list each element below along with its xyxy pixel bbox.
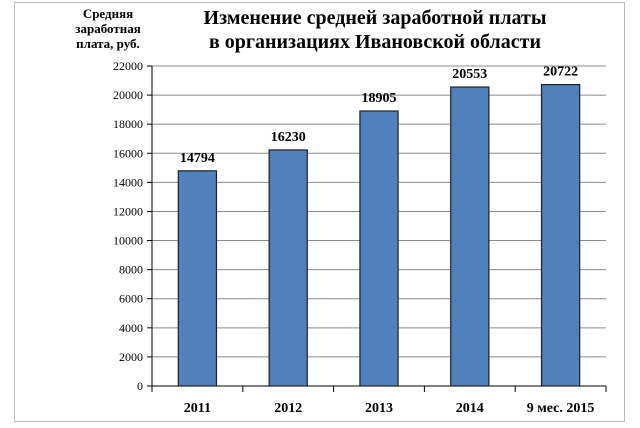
y-tick-label: 12000 <box>113 204 143 218</box>
y-axis-label: Средняя заработная плата, руб. <box>75 6 141 51</box>
bar-2012 <box>268 149 308 387</box>
chart-frame <box>14 2 625 422</box>
y-tick-label: 6000 <box>119 292 143 306</box>
y-tick-label: 10000 <box>113 234 143 248</box>
y-tick-label: 18000 <box>113 117 143 131</box>
data-label: 18905 <box>362 91 397 106</box>
data-label: 16230 <box>271 130 306 145</box>
x-tick-label: 2012 <box>274 401 302 416</box>
data-label: 20553 <box>452 67 487 82</box>
x-tick-label: 2011 <box>184 401 211 416</box>
y-tick-label: 2000 <box>119 350 143 364</box>
bar-9-мес.-2015 <box>540 83 581 387</box>
y-tick-label: 14000 <box>113 175 143 189</box>
bar-2011 <box>177 170 218 387</box>
x-tick-label: 2014 <box>456 401 484 416</box>
data-label: 20722 <box>543 65 578 80</box>
y-tick-label: 16000 <box>113 146 143 160</box>
x-tick-label: 9 мес. 2015 <box>527 401 595 416</box>
y-tick-label: 22000 <box>113 59 143 73</box>
chart-title: Изменение средней заработной платы в орг… <box>203 7 547 53</box>
y-tick-label: 4000 <box>119 321 143 335</box>
bar-2013 <box>359 110 399 387</box>
data-label: 14794 <box>180 151 215 166</box>
x-tick-label: 2013 <box>365 401 393 416</box>
y-tick-label: 20000 <box>113 88 143 102</box>
y-tick-label: 8000 <box>119 263 143 277</box>
y-tick-label: 0 <box>137 379 143 393</box>
bar-2014 <box>450 86 490 387</box>
